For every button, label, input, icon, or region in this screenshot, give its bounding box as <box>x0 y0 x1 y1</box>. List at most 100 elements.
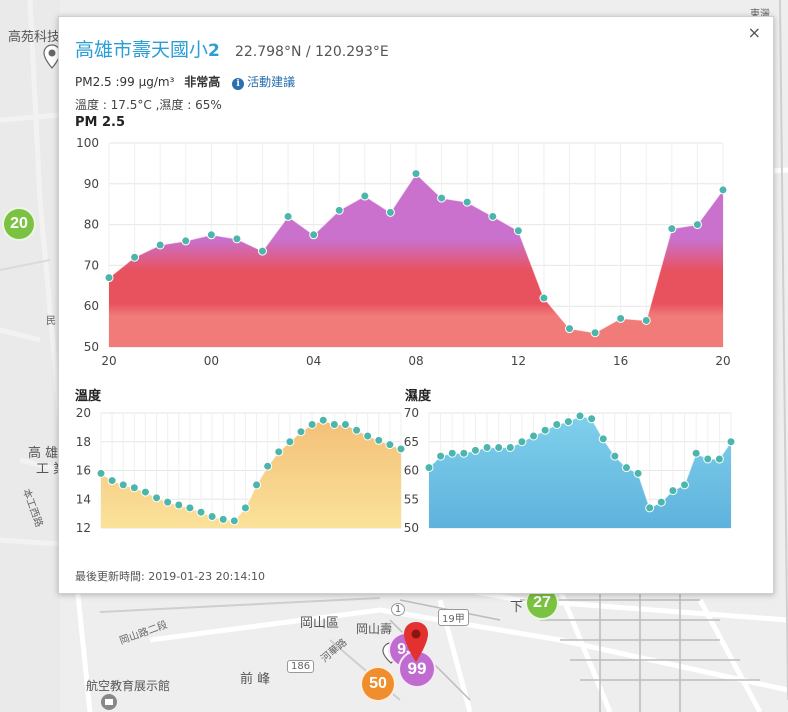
data-point <box>610 451 620 461</box>
data-point <box>563 417 573 427</box>
x-tick-label: 16 <box>613 354 628 368</box>
data-point <box>505 443 515 452</box>
data-point <box>104 273 114 283</box>
y-tick-label: 12 <box>76 521 91 535</box>
map-poi-pin-icon[interactable] <box>43 44 61 70</box>
road-shield-1: 1 <box>391 603 405 616</box>
y-tick-label: 70 <box>404 406 419 420</box>
y-tick-label: 50 <box>84 340 99 354</box>
data-point <box>714 454 724 464</box>
data-point <box>296 427 306 437</box>
y-tick-label: 70 <box>84 258 99 272</box>
station-suffix: 2 <box>208 41 220 61</box>
data-point <box>129 483 139 493</box>
data-point <box>447 448 457 458</box>
map-label-top-right: 東灣 <box>750 9 770 20</box>
pm-level-badge: 非常高 <box>184 75 221 89</box>
pm25-chart: 50 60 70 80 90 100 20 00 04 08 12 16 20 <box>76 136 731 368</box>
data-point <box>462 197 472 207</box>
data-point <box>252 480 262 490</box>
data-point <box>385 207 395 217</box>
data-point <box>283 211 293 221</box>
data-point <box>96 468 106 478</box>
series-area <box>109 173 723 347</box>
popup-title-row: 高雄市壽天國小2 22.798°N / 120.293°E <box>75 35 389 62</box>
data-point <box>152 493 162 503</box>
aq-marker-20[interactable]: 20 <box>2 207 36 241</box>
data-point <box>667 224 677 234</box>
data-point <box>470 445 480 455</box>
data-point <box>703 454 713 464</box>
aq-marker-selected[interactable]: 99 <box>398 650 436 688</box>
data-point <box>598 434 608 444</box>
y-tick-label: 16 <box>76 464 91 478</box>
data-point <box>692 220 702 230</box>
data-point <box>307 420 317 429</box>
data-point <box>616 313 626 323</box>
data-point <box>329 420 339 429</box>
x-tick-label: 08 <box>408 354 423 368</box>
y-tick-label: 55 <box>404 492 419 506</box>
data-point <box>155 240 165 250</box>
data-point <box>718 185 728 195</box>
map-label-gangshan: 岡山區 <box>300 616 340 631</box>
x-tick-label: 20 <box>101 354 116 368</box>
aq-marker-50[interactable]: 50 <box>360 666 396 702</box>
y-tick-label: 65 <box>404 435 419 449</box>
humidity-chart: 50 55 60 65 70 <box>404 406 736 535</box>
data-point <box>334 205 344 215</box>
data-point <box>340 420 350 429</box>
map-poi-museum-icon[interactable] <box>100 692 118 712</box>
environment-text: 溫度 : 17.5°C ,濕度 : 65% <box>75 98 222 112</box>
close-icon[interactable]: × <box>747 23 761 42</box>
data-point <box>411 169 421 179</box>
pm-value-text: PM2.5 :99 μg/m³ <box>75 75 175 89</box>
data-point <box>494 443 504 452</box>
data-point <box>587 414 597 424</box>
data-point <box>385 440 395 450</box>
x-tick-label: 20 <box>715 354 730 368</box>
data-point <box>240 503 250 513</box>
data-point <box>207 512 217 521</box>
data-point <box>424 463 434 473</box>
data-point <box>680 480 690 490</box>
map-label-gaoyuan: 高苑科技 <box>8 30 61 45</box>
map-label-aviation: 航空教育展示館 <box>86 679 171 693</box>
station-coordinates: 22.798°N / 120.293°E <box>234 44 389 60</box>
data-point <box>517 437 527 447</box>
map-label-xia: 下 <box>510 600 524 615</box>
data-point <box>459 448 469 458</box>
temperature-chart: 12 14 16 18 20 <box>76 406 405 535</box>
data-point <box>590 328 600 338</box>
data-point <box>529 431 539 441</box>
data-point <box>229 516 239 526</box>
data-point <box>482 443 492 452</box>
data-point <box>621 463 631 473</box>
activity-advice-link[interactable]: 活動建議 <box>247 75 296 89</box>
last-updated-text: 最後更新時間: 2019-01-23 20:14:10 <box>75 570 266 583</box>
map-label-gaoxiong-1: 高 雄 <box>28 446 59 461</box>
data-point <box>436 451 446 461</box>
data-point <box>633 468 643 478</box>
data-point <box>263 461 273 471</box>
y-tick-label: 20 <box>76 406 91 420</box>
x-tick-label: 12 <box>511 354 526 368</box>
data-point <box>565 324 574 334</box>
pm-status-row: PM2.5 :99 μg/m³ 非常高 i 活動建議 <box>75 73 295 90</box>
map-label-qianfeng: 前 峰 <box>240 672 271 687</box>
data-point <box>513 226 523 236</box>
data-point <box>107 476 117 486</box>
y-tick-label: 60 <box>84 299 99 313</box>
info-icon[interactable]: i <box>232 78 245 90</box>
data-point <box>691 448 701 458</box>
data-point <box>488 211 498 221</box>
data-point <box>174 500 184 510</box>
data-point <box>285 437 295 447</box>
data-point <box>318 415 328 425</box>
data-point <box>130 252 140 262</box>
selected-location-pin-icon[interactable] <box>402 620 430 664</box>
humidity-chart-title: 濕度 <box>405 389 432 404</box>
data-point <box>668 486 678 496</box>
data-point <box>540 425 550 435</box>
y-tick-label: 80 <box>84 218 99 232</box>
